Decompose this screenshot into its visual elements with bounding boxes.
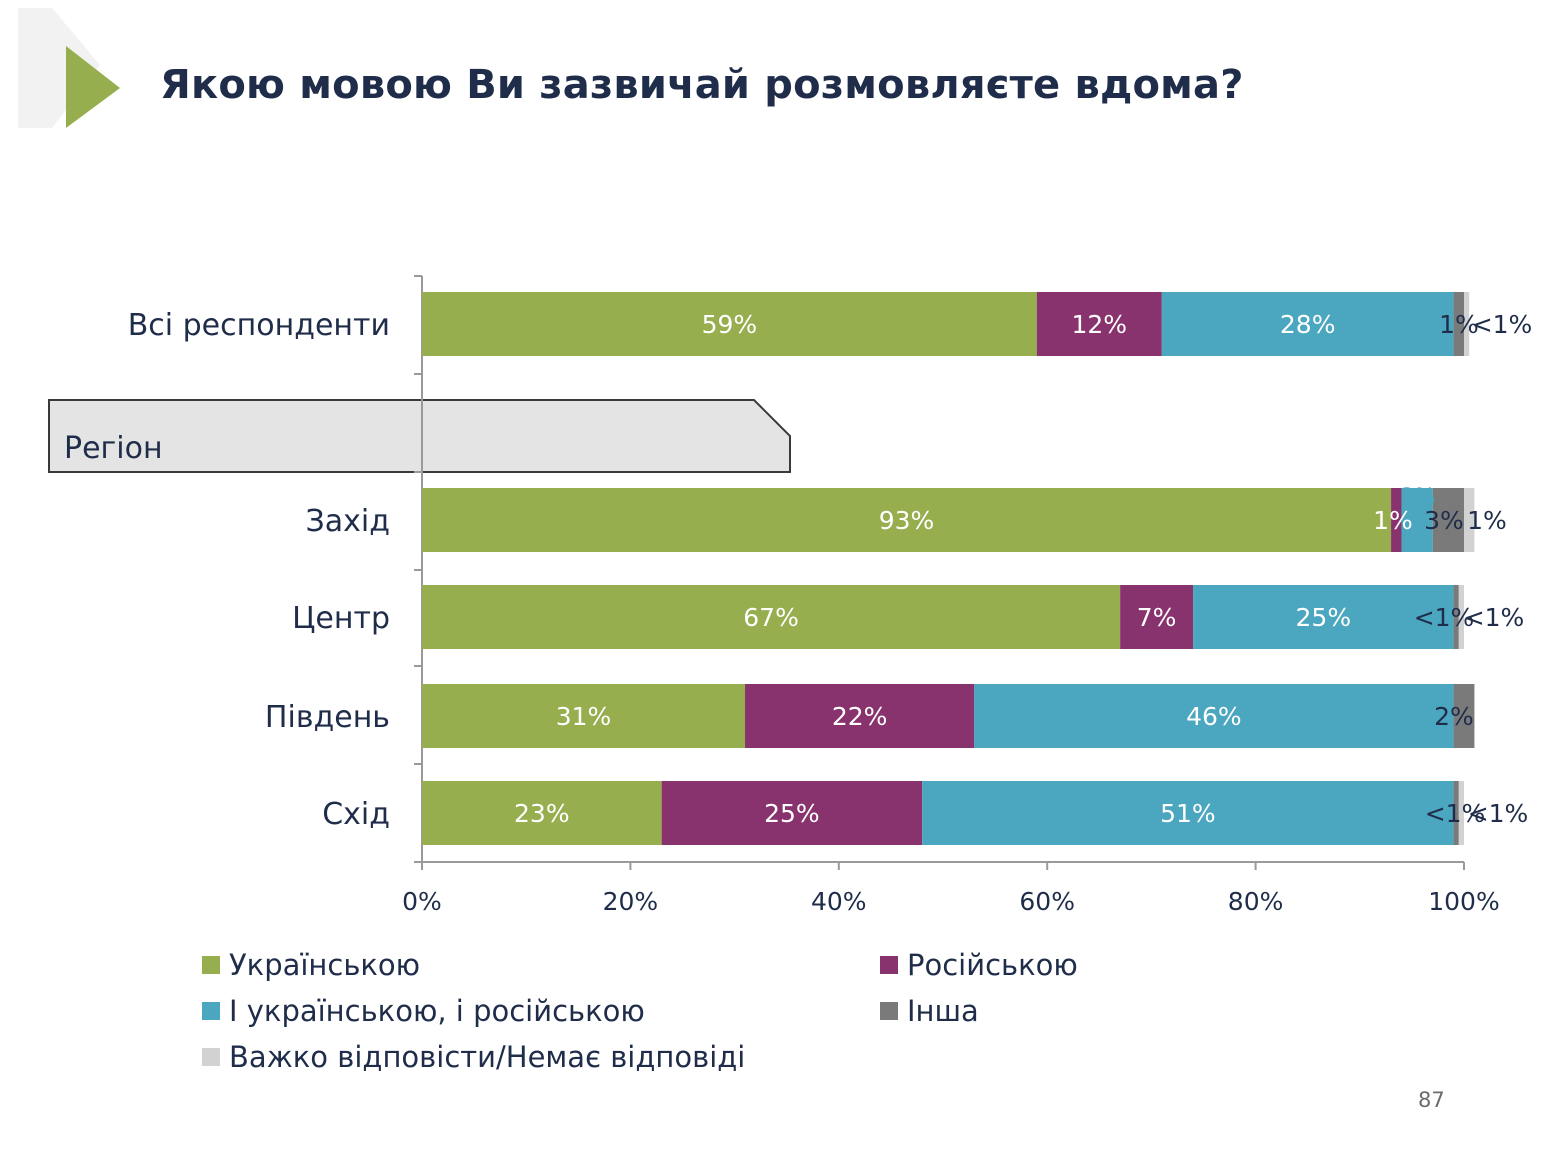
region-tab-label: Регіон: [64, 431, 163, 466]
header-shadow-shape: [18, 8, 100, 128]
bar-segment: [422, 781, 662, 845]
x-tick-label: 20%: [603, 887, 659, 916]
bar-segment: [1464, 292, 1470, 356]
legend-item: Російською: [880, 948, 1078, 982]
data-label: 22%: [832, 702, 888, 731]
bar-segment: [1458, 585, 1464, 649]
slide-header: [18, 8, 120, 128]
data-label: <1%: [1425, 799, 1486, 828]
legend-item: І українською, і російською: [202, 994, 645, 1028]
x-tick-label: 40%: [811, 887, 867, 916]
region-tab-shape: [48, 399, 791, 473]
bar-segment: [1401, 488, 1433, 552]
legend-item: Важко відповісти/Немає відповіді: [202, 1040, 745, 1074]
bar-segment: [1391, 488, 1402, 552]
bar-segment: [745, 684, 975, 748]
bar-segment: [1453, 292, 1464, 356]
category-label: Південь: [265, 700, 390, 735]
bar-segment: [974, 684, 1454, 748]
bar-segment: [1120, 585, 1194, 649]
data-label: 3%: [1424, 506, 1464, 535]
legend-label: Важко відповісти/Немає відповіді: [229, 1040, 746, 1074]
bar-segment: [1464, 488, 1475, 552]
data-label: 31%: [556, 702, 612, 731]
legend-label: Інша: [907, 994, 979, 1028]
x-tick-label: 0%: [402, 887, 442, 916]
category-label: Захід: [306, 504, 390, 539]
legend-label: Російською: [907, 948, 1078, 982]
data-label: 1%: [1467, 506, 1507, 535]
legend-swatch: [202, 956, 220, 974]
data-label: 59%: [702, 310, 758, 339]
bar-segment: [1458, 781, 1464, 845]
legend-label: Українською: [229, 948, 421, 982]
data-label: 25%: [764, 799, 820, 828]
legend-swatch: [202, 1048, 220, 1066]
x-tick-label: 60%: [1019, 887, 1075, 916]
data-label: 23%: [514, 799, 570, 828]
header-arrow-icon: [66, 46, 120, 128]
bar-segment: [1453, 781, 1459, 845]
data-label: 67%: [743, 603, 799, 632]
page-title: Якою мовою Ви зазвичай розмовляєте вдома…: [160, 62, 1244, 108]
region-tab: Регіон: [48, 399, 791, 473]
legend-swatch: [202, 1002, 220, 1020]
data-label: 1%: [1373, 506, 1413, 535]
bar-segment: [1453, 684, 1475, 748]
bar-segment: [422, 488, 1392, 552]
bar-segment: [1432, 488, 1464, 552]
data-label: <1%: [1472, 310, 1533, 339]
legend-item: Інша: [880, 994, 979, 1028]
data-label: 3%: [1401, 485, 1436, 510]
data-label: <1%: [1414, 603, 1475, 632]
category-label: Всі респонденти: [128, 308, 390, 343]
data-label: 25%: [1296, 603, 1352, 632]
data-label: <1%: [1464, 603, 1525, 632]
data-label: 12%: [1072, 310, 1128, 339]
bar-segment: [1453, 585, 1459, 649]
data-label: 2%: [1434, 702, 1474, 731]
data-label: 46%: [1186, 702, 1242, 731]
legend-item: Українською: [202, 948, 420, 982]
bar-segment: [1161, 292, 1454, 356]
chart-bars: [422, 292, 1475, 845]
bar-segment: [1036, 292, 1162, 356]
chart-axes: 0% 20% 40% 60% 80% 100%: [402, 275, 1500, 916]
legend-label: І українською, і російською: [229, 994, 645, 1028]
category-label: Схід: [322, 797, 390, 832]
page-number: 87: [1418, 1088, 1445, 1112]
chart-labels: Всі респонденти Захід Центр Південь Схід 59% 1…: [128, 308, 1533, 832]
bar-segment: [1193, 585, 1454, 649]
bar-segment: [422, 585, 1121, 649]
stacked-bar-chart: Регіон 0% 20% 40% 60% 80% 100% Всі респондент…: [48, 275, 1533, 916]
data-label: 1%: [1439, 310, 1479, 339]
category-label: Центр: [292, 601, 390, 636]
legend-swatch: [880, 1002, 898, 1020]
legend-swatch: [880, 956, 898, 974]
bar-segment: [422, 292, 1037, 356]
data-label: <1%: [1468, 799, 1529, 828]
data-label: 7%: [1137, 603, 1177, 632]
data-label: 93%: [879, 506, 935, 535]
bar-segment: [422, 684, 746, 748]
bar-segment: [661, 781, 923, 845]
x-tick-label: 100%: [1428, 887, 1499, 916]
data-label: 28%: [1280, 310, 1336, 339]
data-label: 51%: [1160, 799, 1216, 828]
bar-segment: [922, 781, 1454, 845]
x-tick-label: 80%: [1228, 887, 1284, 916]
